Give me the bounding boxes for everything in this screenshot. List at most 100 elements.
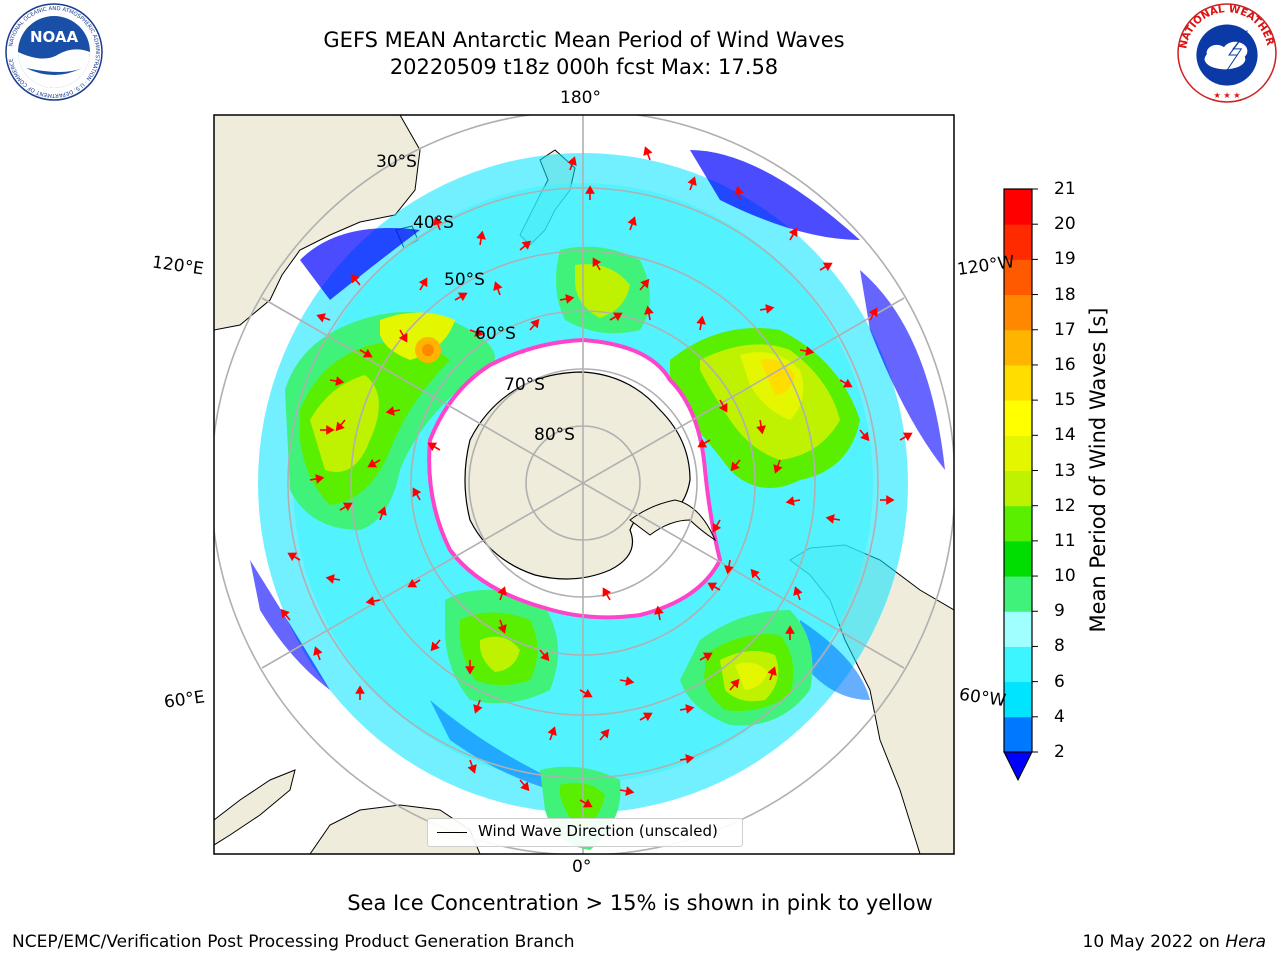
colorbar-tick-label: 9 xyxy=(1054,601,1065,622)
wave-direction-arrow xyxy=(359,348,373,358)
wave-direction-arrow xyxy=(756,419,766,435)
wave-direction-arrow xyxy=(602,587,612,601)
wave-direction-arrow xyxy=(785,625,795,640)
wave-direction-arrow xyxy=(567,156,577,171)
colorbar-band xyxy=(1004,224,1032,260)
wave-direction-arrow xyxy=(465,660,475,675)
wave-direction-arrow xyxy=(519,240,532,251)
wave-direction-arrow xyxy=(767,666,777,681)
wave-direction-arrow xyxy=(418,277,428,291)
wave-direction-arrow xyxy=(868,307,878,321)
legend-text: Wind Wave Direction (unscaled) xyxy=(478,822,718,840)
wave-direction-arrow xyxy=(839,378,853,388)
wave-direction-arrow xyxy=(654,605,664,621)
colorbar-tick-label: 20 xyxy=(1054,214,1076,235)
wave-direction-arrow xyxy=(398,329,408,343)
wave-direction-arrow xyxy=(785,496,801,506)
wave-direction-arrow xyxy=(454,292,468,302)
colorbar-band xyxy=(1004,259,1032,296)
map-legend: Wind Wave Direction (unscaled) xyxy=(427,818,743,847)
lat-label-40: 40°S xyxy=(413,213,454,233)
colorbar-band xyxy=(1004,400,1032,436)
wave-direction-arrow xyxy=(377,506,387,521)
lat-label-30: 30°S xyxy=(376,152,417,172)
wave-direction-arrow xyxy=(819,262,833,272)
colorbar-band xyxy=(1004,611,1032,647)
colorbar-tick-label: 8 xyxy=(1054,636,1065,657)
wave-direction-arrow xyxy=(412,487,422,501)
colorbar-band xyxy=(1004,435,1032,471)
wave-direction-arrow xyxy=(679,754,695,764)
wave-direction-arrow xyxy=(350,273,361,286)
colorbar-tick-label: 6 xyxy=(1054,671,1065,692)
colorbar-band xyxy=(1004,294,1032,331)
wave-direction-arrow xyxy=(696,315,706,331)
wave-direction-arrow xyxy=(724,559,734,575)
wave-direction-arrow xyxy=(367,458,381,468)
wave-direction-arrow xyxy=(627,216,637,231)
wave-direction-arrow xyxy=(579,798,593,808)
wave-direction-arrow xyxy=(859,429,870,442)
lon-label-bottom: 0° xyxy=(572,857,592,877)
wave-direction-arrow xyxy=(750,568,761,581)
footer-host: Hera xyxy=(1225,932,1266,952)
chart-subtitle: 20220509 t18z 000h fcst Max: 17.58 xyxy=(389,55,779,79)
wave-direction-arrow xyxy=(793,586,803,601)
wave-direction-arrow xyxy=(473,699,483,714)
wave-direction-arrow xyxy=(433,216,443,231)
colorbar-band xyxy=(1004,505,1032,542)
footer-date-text: 10 May 2022 on xyxy=(1082,932,1220,952)
wave-direction-arrow xyxy=(707,582,721,592)
wave-direction-arrow xyxy=(712,519,722,533)
wave-direction-arrow xyxy=(619,786,635,796)
colorbar-tick-label: 19 xyxy=(1054,249,1076,270)
wave-direction-arrow xyxy=(592,257,602,271)
wave-direction-arrow xyxy=(729,678,740,691)
wave-direction-arrow xyxy=(365,596,381,606)
colorbar-tick-label: 13 xyxy=(1054,460,1076,481)
colorbar-tick-label: 15 xyxy=(1054,390,1076,411)
wave-direction-arrow xyxy=(697,438,711,448)
wave-direction-arrow xyxy=(639,712,653,722)
wave-direction-arrow xyxy=(430,639,441,652)
svg-text:★ ★ ★: ★ ★ ★ xyxy=(1213,90,1240,100)
noaa-logo: NOAA NATIONAL OCEANIC AND ATMOSPHERIC AD… xyxy=(5,3,103,101)
wave-direction-arrow xyxy=(585,185,595,200)
colorbar-tick-label: 17 xyxy=(1054,319,1076,340)
footer-date: 10 May 2022 on Hera xyxy=(1083,932,1267,952)
colorbar-band xyxy=(1004,646,1032,683)
wave-direction-arrow xyxy=(427,442,441,452)
lat-label-50: 50°S xyxy=(444,270,485,290)
wave-direction-arrow xyxy=(699,652,713,662)
colorbar-band xyxy=(1004,540,1032,577)
colorbar-band xyxy=(1004,364,1032,401)
wave-direction-arrow xyxy=(309,474,325,484)
land-antarctica xyxy=(464,371,691,580)
wind-wave-arrows xyxy=(280,146,913,808)
wave-direction-arrow xyxy=(679,704,695,714)
wave-direction-arrow xyxy=(476,230,486,246)
wave-direction-arrow xyxy=(559,294,575,304)
legend-line-swatch xyxy=(437,832,467,834)
colorbar-tick-label: 4 xyxy=(1054,706,1065,727)
wave-direction-arrow xyxy=(329,376,345,386)
wave-direction-arrow xyxy=(718,399,728,413)
wave-direction-arrow xyxy=(799,346,815,356)
wave-direction-arrow xyxy=(880,495,895,505)
wave-direction-arrow xyxy=(529,318,540,331)
colorbar-tick-label: 10 xyxy=(1054,566,1076,587)
wave-direction-arrow xyxy=(493,281,503,296)
wave-direction-arrow xyxy=(519,779,530,792)
lat-label-80: 80°S xyxy=(534,425,575,445)
wave-direction-arrow xyxy=(759,304,775,314)
wave-direction-arrow xyxy=(773,459,783,474)
wave-direction-arrow xyxy=(335,419,346,432)
noaa-logo-text: NOAA xyxy=(30,28,79,46)
wave-direction-arrow xyxy=(467,759,477,774)
colorbar-tick-label: 11 xyxy=(1054,530,1076,551)
wave-direction-arrow xyxy=(287,552,301,562)
wave-direction-arrow xyxy=(619,676,635,686)
wave-direction-arrow xyxy=(313,646,323,661)
wave-direction-arrow xyxy=(639,278,650,291)
wave-direction-arrow xyxy=(407,578,421,588)
